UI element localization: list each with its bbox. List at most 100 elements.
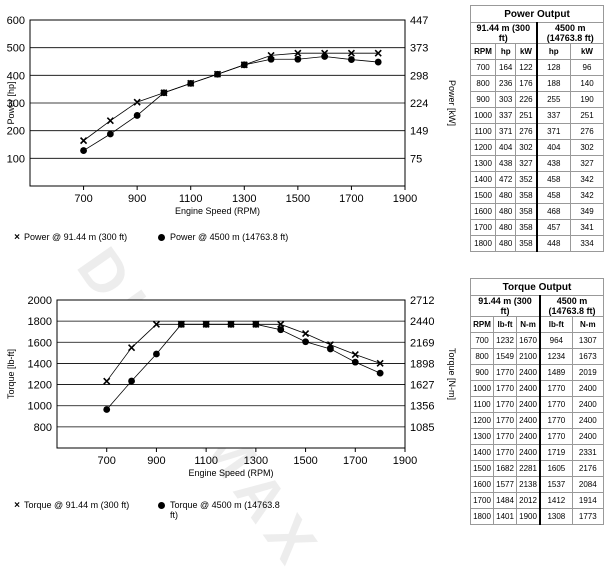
power-table-row-cell: 1200 — [469, 139, 497, 156]
torque-table-row-cell: 2400 — [516, 364, 541, 381]
x-tick-label: 1100 — [194, 455, 218, 467]
power-table-row-cell: 700 — [469, 59, 497, 76]
power-table-row: 1100 371 276 371 276 — [469, 123, 605, 140]
power-table-row-cell: 251 — [515, 107, 538, 124]
y2-tick-label: 1085 — [410, 422, 434, 434]
power-table-row-cell: 176 — [515, 75, 538, 92]
y-tick-label: 1400 — [28, 358, 52, 370]
power-col-header: kW — [515, 43, 538, 60]
data-point-dot-marker — [267, 55, 275, 63]
x-tick-label: 1300 — [244, 455, 268, 467]
x-tick-label: 1900 — [393, 455, 417, 467]
power-table-row-cell: 480 — [495, 235, 517, 252]
data-point-dot-marker — [348, 56, 355, 63]
power-table-row-cell: 358 — [515, 187, 538, 204]
power-table-row: 1700 480 358 457 341 — [469, 219, 605, 236]
torque-legend-series-2: Torque @ 4500 m (14763.8 ft) — [170, 500, 280, 520]
y-tick-label: 1800 — [28, 316, 52, 328]
torque-table-row-cell: 1605 — [539, 460, 573, 477]
power-table-row-cell: 371 — [535, 123, 571, 140]
data-point-dot-marker — [327, 345, 334, 353]
torque-table-row-cell: 2400 — [516, 444, 541, 461]
x-tick-label: 1500 — [293, 455, 317, 467]
power-table-row-cell: 190 — [569, 91, 605, 108]
torque-col-header: N-m — [571, 316, 605, 333]
torque-table-row-cell: 2400 — [516, 428, 541, 445]
torque-table-row-cell: 1770 — [493, 380, 518, 397]
x-tick-label: 1500 — [286, 193, 310, 205]
power-table-row-cell: 404 — [535, 139, 571, 156]
power-table-row: 1200 404 302 404 302 — [469, 139, 605, 156]
y2-tick-label: 447 — [410, 15, 428, 27]
power-table-row-cell: 438 — [535, 155, 571, 172]
power-table-body: 700 164 122 128 96 800 236 176 188 140 900 303 226 25… — [469, 59, 605, 252]
y2-tick-label: 75 — [410, 153, 422, 165]
torque-table-row-cell: 1300 — [469, 428, 495, 445]
data-point-dot-marker — [321, 53, 329, 60]
power-table-row: 1500 480 358 458 342 — [469, 187, 605, 204]
torque-table-row: 1600 1577 2138 1537 2084 — [469, 476, 605, 493]
torque-table-row-cell: 2012 — [516, 492, 541, 509]
torque-table-row-cell: 2176 — [571, 460, 605, 477]
torque-table-group-2: 4500 m (14763.8 ft) — [539, 295, 605, 317]
y2-tick-label: 1356 — [410, 401, 434, 413]
data-point-dot-marker — [277, 326, 285, 334]
data-point-x-marker — [106, 117, 114, 125]
torque-table-row-cell: 1770 — [493, 396, 518, 413]
power-table-row: 700 164 122 128 96 — [469, 59, 605, 76]
torque-output-table: Torque Output 91.44 m (300 ft) 4500 m (1… — [469, 278, 605, 525]
y-tick-label: 1000 — [28, 401, 52, 413]
torque-col-header: lb-ft — [493, 316, 518, 333]
power-table-row: 900 303 226 255 190 — [469, 91, 605, 108]
torque-table-row-cell: 2400 — [571, 428, 605, 445]
y2-tick-label: 2169 — [410, 337, 434, 349]
data-point-dot-marker — [153, 350, 160, 358]
torque-table-row-cell: 800 — [469, 348, 495, 365]
x-tick-label: 1300 — [232, 193, 256, 205]
power-table-row-cell: 96 — [569, 59, 605, 76]
power-table-row-cell: 448 — [535, 235, 571, 252]
torque-table-row-cell: 700 — [469, 332, 495, 349]
torque-table-row-cell: 2400 — [516, 396, 541, 413]
x-axis-label: Engine Speed (RPM) — [175, 206, 260, 216]
torque-table-row-cell: 2281 — [516, 460, 541, 477]
torque-table-row-cell: 2400 — [571, 412, 605, 429]
torque-table-row-cell: 1770 — [539, 428, 573, 445]
power-table-row-cell: 342 — [569, 171, 605, 188]
torque-table-row-cell: 1770 — [493, 364, 518, 381]
data-point-dot-marker — [240, 61, 248, 69]
power-table-row-cell: 226 — [515, 91, 538, 108]
y-axis-label: Power [hp] — [6, 81, 16, 124]
torque-chart: 800 1000 1200 1400 1600 1800 2000 1085 1356 1627 1… — [6, 295, 457, 478]
power-table-row-cell: 164 — [495, 59, 517, 76]
x-axis-label: Engine Speed (RPM) — [188, 468, 273, 478]
power-table-row-cell: 480 — [495, 187, 517, 204]
torque-table-group-1: 91.44 m (300 ft) — [470, 295, 541, 317]
power-table-row: 1400 472 352 458 342 — [469, 171, 605, 188]
y2-tick-label: 149 — [410, 126, 428, 138]
power-table-row-cell: 337 — [495, 107, 517, 124]
power-table-row-cell: 1700 — [469, 219, 497, 236]
torque-table-row: 800 1549 2100 1234 1673 — [469, 348, 605, 365]
power-table-row-cell: 122 — [515, 59, 538, 76]
y-tick-label: 1200 — [28, 380, 52, 392]
y-tick-label: 800 — [34, 422, 52, 434]
power-table-row-cell: 276 — [569, 123, 605, 140]
power-table-row-cell: 1800 — [469, 235, 497, 252]
torque-table-row-cell: 1700 — [469, 492, 495, 509]
y2-tick-label: 224 — [410, 98, 428, 110]
y2-tick-label: 1898 — [410, 358, 434, 370]
power-legend-series-1: Power @ 91.44 m (300 ft) — [24, 232, 128, 242]
power-table-row-cell: 303 — [495, 91, 517, 108]
torque-table-row-cell: 2138 — [516, 476, 541, 493]
data-point-x-marker — [277, 320, 285, 328]
power-table-row-cell: 334 — [569, 235, 605, 252]
torque-table-row: 900 1770 2400 1489 2019 — [469, 364, 605, 381]
data-point-x-marker — [103, 377, 111, 385]
power-table-row-cell: 1500 — [469, 187, 497, 204]
power-table-row: 1300 438 327 438 327 — [469, 155, 605, 172]
power-table-row-cell: 302 — [515, 139, 538, 156]
power-col-header: kW — [569, 43, 605, 60]
torque-table-row: 1200 1770 2400 1770 2400 — [469, 412, 605, 429]
data-point-x-marker — [374, 49, 382, 57]
